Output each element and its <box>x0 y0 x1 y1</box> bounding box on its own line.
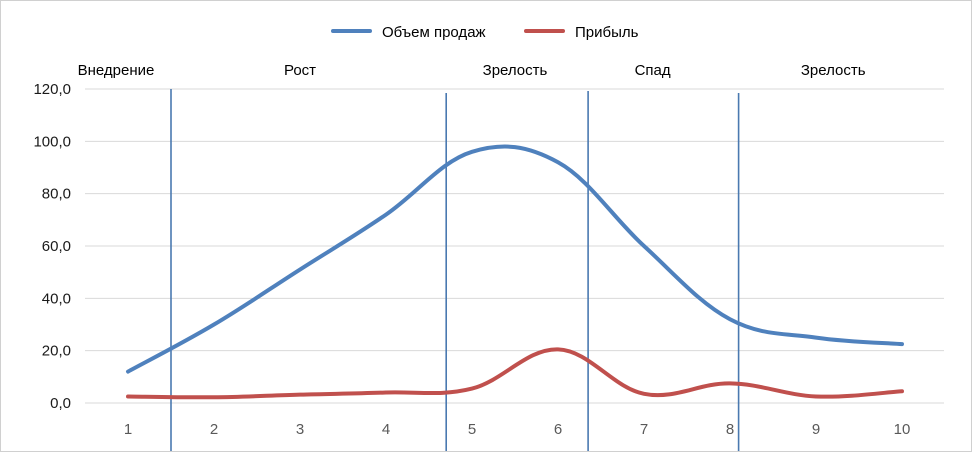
legend-label-sales: Объем продаж <box>382 24 486 41</box>
series-line-profit <box>128 349 902 397</box>
x-tick-label: 10 <box>894 421 911 438</box>
legend: Объем продаж Прибыль <box>333 24 639 41</box>
x-tick-label: 8 <box>726 421 734 438</box>
data-series <box>128 147 902 398</box>
x-tick-label: 3 <box>296 421 304 438</box>
legend-label-profit: Прибыль <box>575 24 639 41</box>
x-tick-label: 1 <box>124 421 132 438</box>
y-tick-label: 80,0 <box>42 186 71 203</box>
phase-label: Зрелость <box>801 62 866 79</box>
y-tick-label: 20,0 <box>42 343 71 360</box>
phase-label: Внедрение <box>78 62 155 79</box>
y-tick-label: 60,0 <box>42 238 71 255</box>
series-line-sales <box>128 147 902 372</box>
y-tick-label: 120,0 <box>33 81 71 98</box>
phase-label: Рост <box>284 62 316 79</box>
x-tick-label: 9 <box>812 421 820 438</box>
y-axis-ticks: 0,0 20,0 40,0 60,0 80,0 100,0 120,0 <box>33 81 71 412</box>
x-tick-label: 2 <box>210 421 218 438</box>
x-tick-label: 5 <box>468 421 476 438</box>
phase-labels: Внедрение Рост Зрелость Спад Зрелость <box>78 62 866 79</box>
gridlines <box>85 89 944 403</box>
phase-label: Спад <box>635 62 671 79</box>
y-tick-label: 0,0 <box>50 395 71 412</box>
x-axis-ticks: 1 2 3 4 5 6 7 8 9 10 <box>124 421 911 438</box>
y-tick-label: 40,0 <box>42 290 71 307</box>
y-tick-label: 100,0 <box>33 133 71 150</box>
x-tick-label: 7 <box>640 421 648 438</box>
x-tick-label: 4 <box>382 421 390 438</box>
phase-label: Зрелость <box>483 62 548 79</box>
x-tick-label: 6 <box>554 421 562 438</box>
